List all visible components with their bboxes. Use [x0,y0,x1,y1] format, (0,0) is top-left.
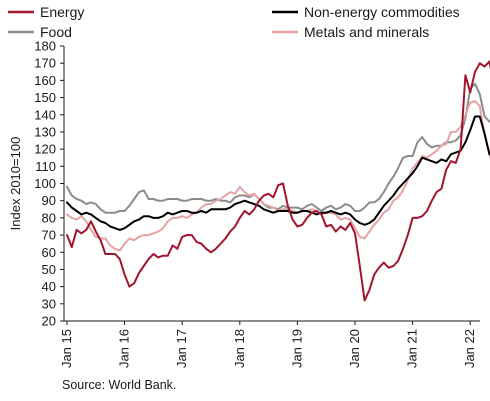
x-tick-label: Jan 22 [462,329,477,368]
y-tick-label: 170 [34,56,56,71]
x-tick-label: Jan 19 [289,329,304,368]
y-tick-label: 30 [42,296,56,311]
y-tick-label: 50 [42,262,56,277]
y-axis-label: Index 2010=100 [8,137,23,231]
y-tick-label: 100 [34,176,56,191]
source-note: Source: World Bank. [62,378,177,392]
y-tick-label: 80 [42,210,56,225]
y-tick-label: 180 [34,39,56,54]
y-tick-label: 70 [42,228,56,243]
series-line-food [66,82,490,214]
series-line-metals-and-minerals [66,100,490,252]
legend-label-metals-and-minerals: Metals and minerals [304,24,429,40]
legend-label-food: Food [40,24,72,40]
legend-label-non-energy-commodities: Non-energy commodities [304,4,460,20]
legend-label-energy: Energy [40,4,84,20]
y-tick-label: 90 [42,193,56,208]
series-line-energy [66,60,490,302]
y-tick-label: 110 [35,159,56,174]
x-tick-label: Jan 21 [405,329,420,368]
y-tick-label: 120 [34,142,56,157]
y-tick-label: 40 [42,279,56,294]
y-tick-label: 140 [34,107,56,122]
x-tick-label: Jan 17 [174,329,189,368]
y-tick-label: 150 [34,90,56,105]
y-tick-label: 130 [34,124,56,139]
x-tick-label: Jan 20 [347,329,362,368]
y-tick-label: 60 [42,245,56,260]
series-line-non-energy-commodities [66,115,490,231]
y-tick-label: 20 [42,314,56,329]
x-tick-label: Jan 15 [59,329,74,368]
x-tick-label: Jan 18 [232,329,247,368]
x-tick-label: Jan 16 [117,329,132,368]
y-tick-label: 160 [34,73,56,88]
chart-svg: 20 30 40 50 60 70 80 90 100 110 120 130 140 150 160 170… [8,4,490,368]
